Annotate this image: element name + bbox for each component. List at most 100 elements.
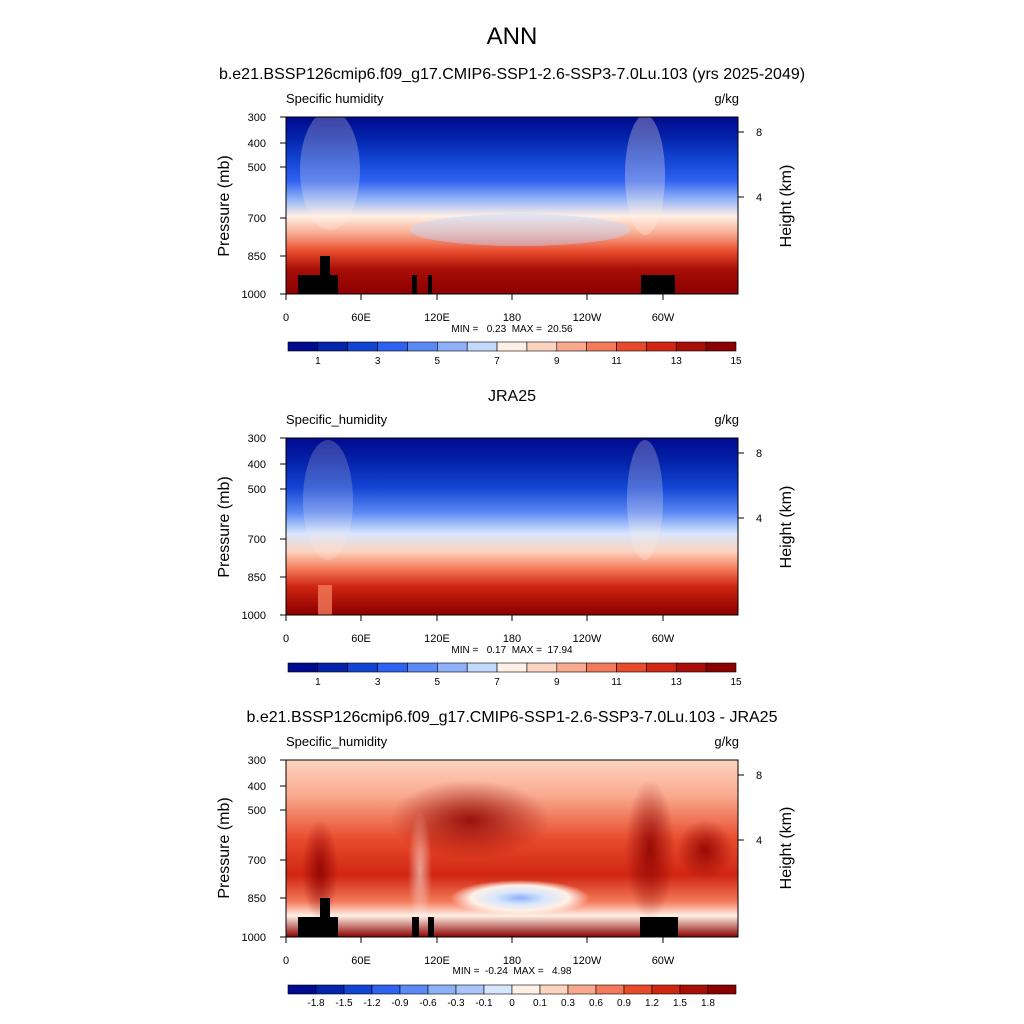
colorbar-label: 1.8 bbox=[701, 998, 715, 1009]
colorbar-swatch bbox=[651, 984, 681, 995]
colorbar-swatch bbox=[616, 662, 647, 673]
panel-2-y2-tick-label: 8 bbox=[756, 448, 762, 460]
panel-1-topography bbox=[298, 256, 675, 294]
panel-2-field bbox=[286, 438, 738, 615]
colorbar-swatch bbox=[623, 984, 653, 995]
panel-3-colorbar: -1.8 -1.5 -1.2 -0.9 -0.6 -0.3 -0.1 0 0.1 0.3 0.6 0.… bbox=[287, 984, 737, 1009]
colorbar-swatch bbox=[679, 984, 709, 995]
colorbar-swatch bbox=[317, 341, 349, 352]
colorbar-swatch bbox=[526, 341, 558, 352]
colorbar-label: 7 bbox=[494, 356, 500, 367]
colorbar-label: 5 bbox=[435, 356, 441, 367]
panel-3-y-ticks: 300 400 500 700 850 1000 bbox=[242, 755, 286, 944]
colorbar-swatch bbox=[705, 341, 737, 352]
colorbar-label: -0.9 bbox=[391, 998, 409, 1009]
colorbar-label: 3 bbox=[375, 356, 381, 367]
panel-3-topography bbox=[298, 898, 678, 937]
colorbar-swatch bbox=[586, 662, 617, 673]
panel-2-y-tick-label: 1000 bbox=[242, 610, 266, 622]
panel-3-y-tick-label: 400 bbox=[248, 781, 266, 793]
panel-2-y2-tick-label: 4 bbox=[756, 513, 762, 525]
colorbar-swatch bbox=[646, 341, 677, 352]
panel-1-x-tick-label: 0 bbox=[283, 312, 289, 324]
colorbar-swatch bbox=[371, 984, 401, 995]
panel-2-y-tick-label: 700 bbox=[248, 534, 266, 546]
panel-2-x-tick-label: 120E bbox=[424, 633, 450, 645]
colorbar-label: 1 bbox=[315, 677, 321, 688]
colorbar-swatch bbox=[407, 341, 438, 352]
colorbar-swatch bbox=[675, 341, 707, 352]
panel-2-y2-axis-label: Height (km) bbox=[778, 486, 795, 569]
colorbar-swatch bbox=[343, 984, 373, 995]
colorbar-label: 9 bbox=[554, 356, 560, 367]
panel-2-y-tick-label: 400 bbox=[248, 459, 266, 471]
colorbar-swatch bbox=[377, 662, 408, 673]
colorbar-label: 0 bbox=[509, 998, 515, 1009]
colorbar-label: 1.2 bbox=[645, 998, 659, 1009]
panel-2-units: g/kg bbox=[714, 412, 739, 427]
panel-1-y-tick-label: 850 bbox=[248, 251, 266, 263]
panel-1-x-tick-label: 120E bbox=[424, 312, 450, 324]
panel-1-y2-ticks: 8 4 bbox=[738, 127, 762, 204]
panel-2-title: JRA25 bbox=[488, 388, 536, 405]
panel-1-x-tick-label: 120W bbox=[573, 312, 602, 324]
colorbar-label: 15 bbox=[730, 677, 742, 688]
colorbar-swatch bbox=[511, 984, 541, 995]
colorbar-label: -1.8 bbox=[307, 998, 325, 1009]
colorbar-swatch bbox=[455, 984, 485, 995]
colorbar-swatch bbox=[287, 662, 319, 673]
colorbar-swatch bbox=[707, 984, 737, 995]
colorbar-swatch bbox=[705, 662, 737, 673]
colorbar-label: 1 bbox=[315, 356, 321, 367]
colorbar-swatch bbox=[675, 662, 707, 673]
panel-3-y-tick-label: 300 bbox=[248, 755, 266, 767]
colorbar-swatch bbox=[437, 341, 468, 352]
panel-2-y-axis-label: Pressure (mb) bbox=[216, 476, 233, 577]
panel-1-variable-label: Specific humidity bbox=[286, 91, 384, 106]
panel-2-stats: MIN = 0.17 MAX = 17.94 bbox=[451, 645, 573, 656]
panel-2-x-tick-label: 0 bbox=[283, 633, 289, 645]
panel-3-y2-tick-label: 4 bbox=[756, 835, 762, 847]
colorbar-swatch bbox=[427, 984, 457, 995]
colorbar-label: -0.3 bbox=[447, 998, 465, 1009]
panel-1-x-tick-label: 60W bbox=[652, 312, 675, 324]
panel-3-y-axis-label: Pressure (mb) bbox=[216, 797, 233, 898]
colorbar-label: -1.2 bbox=[363, 998, 381, 1009]
colorbar-swatch bbox=[437, 662, 468, 673]
colorbar-label: -0.1 bbox=[475, 998, 493, 1009]
panel-2-x-tick-label: 120W bbox=[573, 633, 602, 645]
colorbar-swatch bbox=[317, 662, 349, 673]
colorbar-label: 0.6 bbox=[589, 998, 603, 1009]
colorbar-swatch bbox=[399, 984, 429, 995]
panel-1-y2-tick-label: 4 bbox=[756, 192, 762, 204]
colorbar-swatch bbox=[586, 341, 617, 352]
colorbar-swatch bbox=[539, 984, 569, 995]
colorbar-label: 13 bbox=[671, 677, 683, 688]
panel-3-y-tick-label: 850 bbox=[248, 893, 266, 905]
colorbar-swatch bbox=[347, 662, 378, 673]
panel-1-y-tick-label: 500 bbox=[248, 162, 266, 174]
colorbar-label: -0.6 bbox=[419, 998, 437, 1009]
colorbar-label: 0.1 bbox=[533, 998, 547, 1009]
colorbar-swatch bbox=[377, 341, 408, 352]
panel-3-y-tick-label: 700 bbox=[248, 855, 266, 867]
panel-1-x-ticks: 0 60E 120E 180 120W 60W bbox=[283, 294, 675, 324]
panel-3-y2-axis-label: Height (km) bbox=[778, 807, 795, 890]
colorbar-label: -1.5 bbox=[335, 998, 353, 1009]
panel-3-x-tick-label: 120E bbox=[424, 955, 450, 967]
colorbar-swatch bbox=[567, 984, 597, 995]
panel-1-x-tick-label: 180 bbox=[503, 312, 521, 324]
figure-title: ANN bbox=[487, 23, 538, 50]
panel-3-y-tick-label: 500 bbox=[248, 805, 266, 817]
colorbar-label: 11 bbox=[611, 677, 622, 688]
colorbar-label: 0.9 bbox=[617, 998, 631, 1009]
colorbar-label: 5 bbox=[435, 677, 441, 688]
panel-2-y-tick-label: 300 bbox=[248, 433, 266, 445]
colorbar-label: 15 bbox=[730, 356, 742, 367]
colorbar-swatch bbox=[287, 341, 319, 352]
colorbar-swatch bbox=[407, 662, 438, 673]
colorbar-swatch bbox=[595, 984, 625, 995]
panel-3-y-tick-label: 1000 bbox=[242, 932, 266, 944]
panel-1-y-ticks: 300 400 500 700 850 1000 bbox=[242, 112, 286, 301]
